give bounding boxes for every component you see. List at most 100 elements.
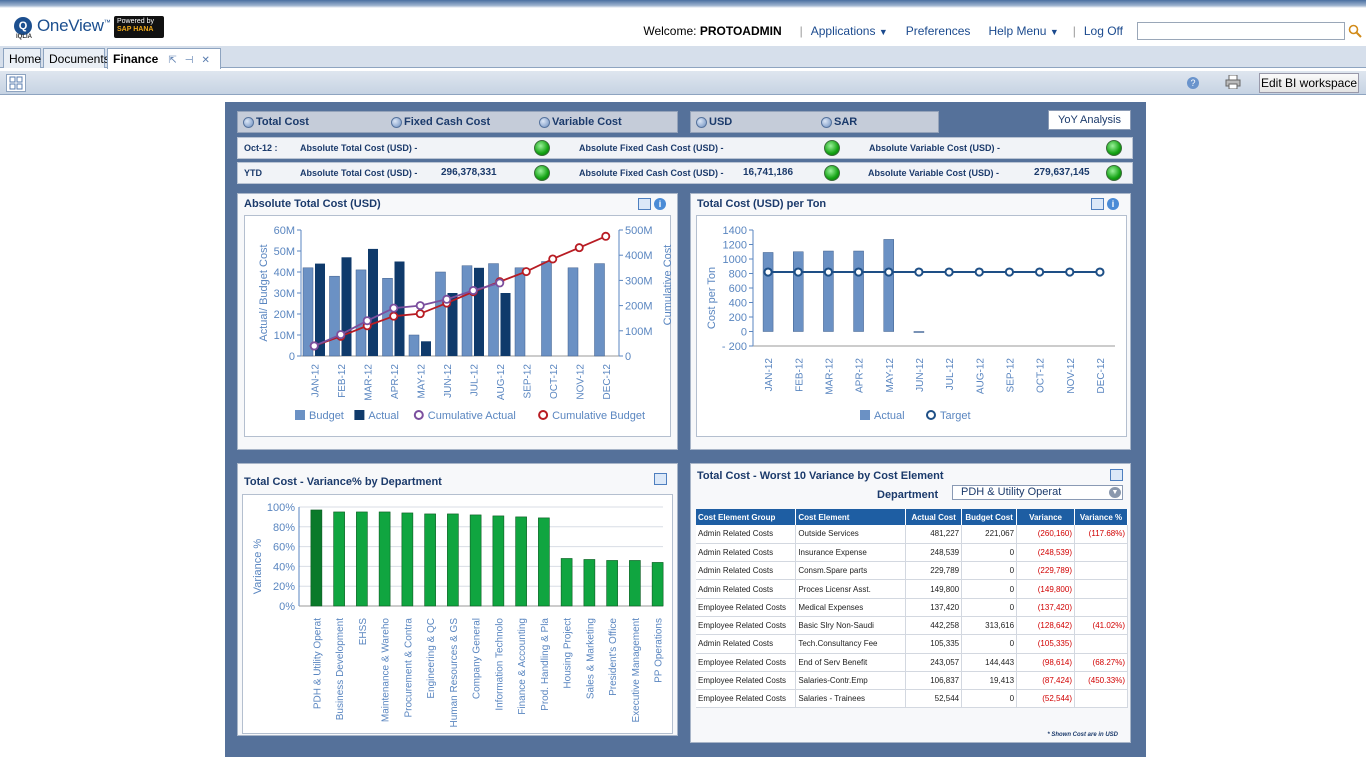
radio-sar[interactable]: SAR: [821, 116, 857, 128]
series-marker: [884, 267, 894, 277]
column-header[interactable]: Variance: [1016, 509, 1075, 525]
panel-variance-by-department: Total Cost - Variance% by Department 0% 2…: [237, 463, 678, 736]
radio-icon: [539, 116, 550, 128]
search-icon[interactable]: [1348, 24, 1362, 38]
table-view-icon[interactable]: [1091, 198, 1104, 210]
info-icon[interactable]: i: [1107, 198, 1119, 210]
bar-budget: [567, 267, 579, 357]
search-input[interactable]: [1137, 22, 1345, 40]
status-indicator-icon: [824, 165, 840, 181]
table-view-icon[interactable]: [1110, 469, 1123, 481]
tab-finance[interactable]: Finance ⇱ ⊣ ✕: [107, 48, 221, 69]
table-cell: 106,837: [905, 671, 963, 691]
help-icon[interactable]: ?: [1187, 77, 1199, 89]
table-row[interactable]: Admin Related Costs Consm.Spare parts 229,…: [696, 561, 1128, 581]
series-marker: [309, 341, 319, 351]
bar-budget: [302, 267, 314, 357]
radio-variable-cost[interactable]: Variable Cost: [539, 116, 622, 128]
table-cell: 105,335: [905, 634, 963, 654]
legend-label: Cumulative Budget: [552, 410, 645, 422]
x-tick-label: PDH & Utility Operat: [312, 618, 323, 709]
tab-home[interactable]: Home: [3, 48, 41, 68]
table-row[interactable]: Admin Related Costs Outside Services 481,2…: [696, 525, 1128, 544]
bar-actual: [793, 251, 804, 332]
table-view-icon[interactable]: [638, 198, 651, 210]
bar-variance: [378, 511, 391, 607]
column-header[interactable]: Actual Cost: [905, 509, 963, 525]
x-tick-label: Executive Management: [631, 618, 642, 723]
table-row[interactable]: Employee Related Costs Salaries - Trainee…: [696, 689, 1128, 709]
edit-bi-workspace-button[interactable]: Edit BI workspace: [1259, 73, 1359, 93]
bar-variance: [424, 513, 436, 607]
table-cell: Admin Related Costs: [696, 561, 797, 581]
table-cell: (68.27%): [1074, 653, 1128, 672]
legend-swatch: [413, 410, 424, 420]
tab-documents[interactable]: Documents: [43, 48, 110, 68]
help-menu[interactable]: Help Menu ▼: [988, 24, 1059, 38]
layout-grid-icon[interactable]: [6, 74, 26, 92]
radio-total-cost[interactable]: Total Cost: [243, 116, 309, 128]
dropdown-arrow-icon[interactable]: ▼: [1109, 487, 1121, 498]
maximize-tab-icon[interactable]: ⇱: [168, 55, 177, 66]
column-header[interactable]: Cost Element Group: [696, 509, 797, 525]
legend-swatch: [538, 410, 549, 420]
table-cell: 229,789: [905, 561, 963, 581]
bar-actual: [823, 250, 834, 332]
table-row[interactable]: Employee Related Costs Basic Slry Non-Sau…: [696, 616, 1128, 636]
legend-label: Cumulative Actual: [428, 410, 516, 422]
table-cell: 0: [961, 634, 1018, 654]
log-off-link[interactable]: Log Off: [1083, 24, 1123, 38]
x-tick-label: Information Technolo: [494, 618, 505, 711]
table-cell: End of Serv Benefit: [795, 653, 907, 672]
bar-variance: [629, 560, 641, 607]
y-tick-label: 0: [741, 327, 747, 339]
table-cell: Employee Related Costs: [696, 653, 797, 672]
bar-variance: [333, 511, 345, 607]
x-tick-label: EHSS: [358, 618, 369, 646]
applications-menu[interactable]: Applications ▼: [810, 24, 888, 38]
series-marker: [574, 243, 584, 253]
bar-budget: [514, 267, 526, 357]
radio-usd[interactable]: USD: [696, 116, 732, 128]
radio-icon: [243, 116, 254, 128]
print-icon[interactable]: [1225, 75, 1241, 89]
pin-tab-icon[interactable]: ⊣: [184, 55, 194, 66]
legend-swatch: [860, 410, 870, 420]
panel-title: Total Cost - Variance% by Department: [244, 476, 442, 488]
table-cell: (41.02%): [1074, 616, 1128, 636]
yoy-analysis-button[interactable]: YoY Analysis: [1048, 110, 1131, 130]
info-icon[interactable]: i: [654, 198, 666, 210]
bar-budget: [408, 334, 420, 357]
table-row[interactable]: Admin Related Costs Insurance Expense 248,…: [696, 543, 1128, 563]
table-view-icon[interactable]: [654, 473, 667, 485]
radio-fixed-cash-cost[interactable]: Fixed Cash Cost: [391, 116, 490, 128]
table-cell: Consm.Spare parts: [795, 561, 907, 581]
table-row[interactable]: Admin Related Costs Proces Licensr Asst. 1…: [696, 579, 1128, 599]
cost-type-selector: Total Cost Fixed Cash Cost Variable Cost: [237, 111, 678, 133]
table-cell: Employee Related Costs: [696, 689, 797, 709]
status-indicator-icon: [534, 165, 550, 181]
close-tab-icon[interactable]: ✕: [201, 55, 210, 66]
kpi-row-ytd: YTD Absolute Total Cost (USD) - 296,378,…: [237, 162, 1133, 184]
table-row[interactable]: Admin Related Costs Tech.Consultancy Fee 1…: [696, 634, 1128, 654]
column-header[interactable]: Budget Cost: [961, 509, 1018, 525]
series-marker: [763, 267, 773, 277]
oneview-logo[interactable]: Q IQLIA OneView™: [14, 16, 111, 40]
table-row[interactable]: Employee Related Costs End of Serv Benefi…: [696, 653, 1128, 672]
x-tick-label: Housing Project: [563, 618, 574, 689]
caret-down-icon: ▼: [878, 27, 888, 37]
table-cell: (52,544): [1016, 689, 1075, 709]
series-marker: [1095, 267, 1105, 277]
table-row[interactable]: Employee Related Costs Medical Expenses 13…: [696, 598, 1128, 617]
preferences-link[interactable]: Preferences: [905, 24, 971, 38]
bar-variance: [447, 513, 459, 607]
department-select[interactable]: PDH & Utility Operat ▼: [952, 485, 1123, 500]
x-tick-label: NOV-12: [575, 364, 586, 400]
logo-subtext: IQLIA: [16, 34, 32, 40]
column-header[interactable]: Cost Element: [795, 509, 907, 525]
table-cell: 248,539: [905, 543, 963, 563]
bar-variance: [651, 562, 664, 607]
currency-selector: USD SAR: [690, 111, 939, 133]
table-row[interactable]: Employee Related Costs Salaries-Contr.Emp…: [696, 671, 1128, 691]
column-header[interactable]: Variance %: [1074, 509, 1128, 525]
